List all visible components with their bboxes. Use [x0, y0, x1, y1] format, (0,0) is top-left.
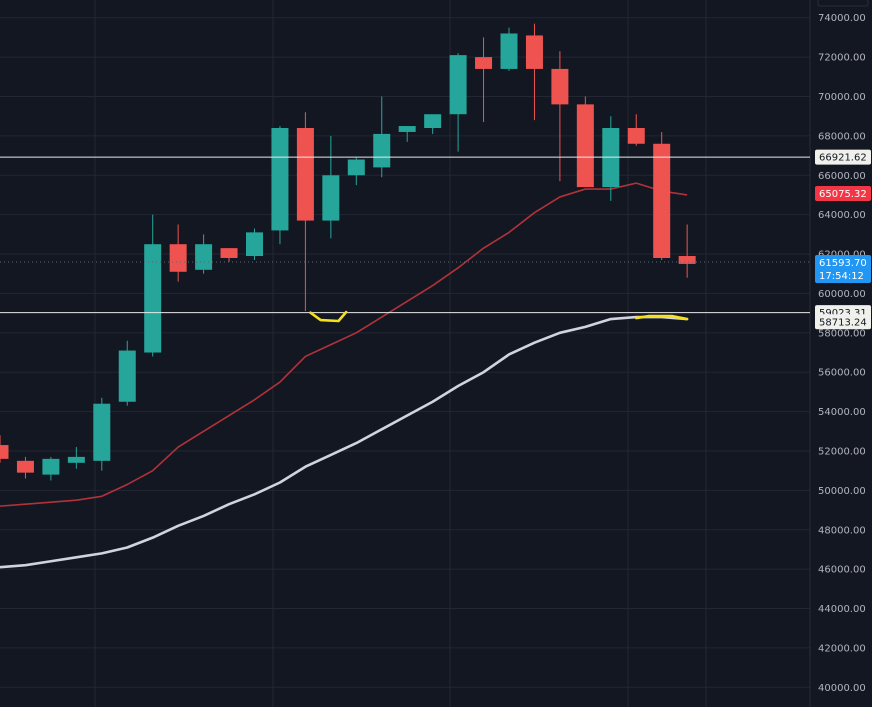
candle[interactable] [220, 248, 238, 262]
y-tick-label: 62000.00 [818, 250, 866, 261]
y-tick-label: 66000.00 [818, 171, 866, 182]
hline-price-tag[interactable]: 66921.62 [815, 149, 871, 165]
candle-body [246, 232, 263, 257]
hand-drawn-annotation[interactable] [309, 310, 348, 323]
candle-body [169, 244, 187, 272]
candle[interactable] [0, 435, 9, 463]
candle-body [653, 143, 671, 258]
axis-corner-box[interactable] [817, 0, 869, 7]
candle[interactable] [246, 228, 263, 260]
y-tick-label: 58000.00 [818, 328, 866, 339]
candle-body [67, 456, 85, 463]
last-price-tag-bg [815, 255, 871, 284]
candle-countdown-text: 17:54:12 [819, 271, 864, 282]
y-tick-label: 60000.00 [818, 289, 866, 300]
ma-fast-price-tag[interactable]: 65075.32 [815, 185, 871, 201]
candle-body [220, 248, 238, 258]
candle[interactable] [373, 96, 391, 178]
y-tick-label: 44000.00 [818, 604, 866, 615]
y-tick-label: 46000.00 [818, 565, 866, 576]
candle[interactable] [118, 340, 136, 406]
ma-slow-price-tag-bg [815, 314, 871, 330]
ma-slow-price-tag-text: 58713.24 [819, 317, 867, 328]
ma-slow-line [0, 315, 688, 569]
ma-slow-price-tag[interactable]: 58713.24 [815, 314, 871, 330]
y-tick-label: 64000.00 [818, 210, 866, 221]
candle[interactable] [653, 131, 671, 260]
ma-fast-price-tag-text: 65075.32 [819, 189, 867, 200]
candle-body [16, 460, 34, 473]
candle-body [576, 104, 594, 188]
candle[interactable] [678, 224, 696, 278]
y-tick-label: 48000.00 [818, 525, 866, 536]
y-tick-label: 72000.00 [818, 53, 866, 64]
candle-body [678, 256, 696, 264]
candle-body [500, 33, 518, 69]
candle[interactable] [144, 214, 162, 357]
y-tick-label: 54000.00 [818, 407, 866, 418]
candle[interactable] [93, 397, 111, 471]
candle-body [0, 445, 9, 459]
y-tick-label: 74000.00 [818, 13, 866, 24]
candle[interactable] [16, 456, 34, 479]
candle-body [296, 128, 314, 221]
candle-body [195, 244, 213, 270]
last-price-text: 61593.70 [819, 258, 867, 269]
last-price-tag[interactable]: 61593.70 17:54:12 [815, 255, 871, 284]
price-axis[interactable]: 74000.00 72000.00 70000.00 68000.00 66000.00… [818, 13, 866, 694]
candle-body [398, 126, 416, 132]
candle[interactable] [398, 126, 416, 142]
candle[interactable] [322, 135, 340, 239]
y-tick-label: 56000.00 [818, 368, 866, 379]
y-tick-label: 70000.00 [818, 92, 866, 103]
candle[interactable] [551, 51, 569, 182]
candle-body [271, 128, 289, 231]
candle-body [551, 68, 569, 105]
candle[interactable] [195, 234, 213, 274]
hline-price-tag-text: 66921.62 [819, 153, 867, 164]
candle-body [424, 114, 442, 129]
ma-fast-price-tag-bg [815, 185, 871, 201]
candle[interactable] [347, 157, 365, 186]
y-tick-label: 42000.00 [818, 643, 866, 654]
y-tick-label: 52000.00 [818, 446, 866, 457]
candle-body [525, 35, 543, 69]
candle-body [118, 350, 136, 402]
candles [0, 23, 696, 481]
candle[interactable] [296, 112, 314, 312]
hline-price-tag-text: 59023.31 [819, 308, 867, 319]
candle[interactable] [169, 224, 187, 282]
candle-body [373, 133, 391, 168]
y-tick-label: 40000.00 [818, 683, 866, 694]
candle-body [475, 57, 493, 69]
candle[interactable] [525, 23, 543, 121]
candle-body [93, 403, 111, 461]
candle[interactable] [42, 456, 60, 481]
candle-body [627, 128, 645, 144]
y-tick-label: 68000.00 [818, 131, 866, 142]
candle[interactable] [271, 126, 289, 245]
hand-drawn-annotation[interactable] [634, 314, 689, 321]
y-tick-label: 50000.00 [818, 486, 866, 497]
candle-body [322, 175, 340, 221]
candle-body [144, 244, 162, 353]
candle-body [42, 458, 60, 475]
candle[interactable] [627, 114, 645, 146]
candle-body [347, 159, 365, 176]
hline-price-tag-bg [815, 149, 871, 165]
candle[interactable] [449, 53, 467, 152]
candle[interactable] [500, 27, 518, 71]
candle[interactable] [475, 37, 493, 123]
candle-body [449, 55, 467, 115]
ma-fast-line [0, 182, 688, 507]
candle[interactable] [424, 114, 442, 134]
candle[interactable] [576, 96, 594, 188]
candle[interactable] [67, 447, 85, 469]
grid [0, 0, 810, 707]
